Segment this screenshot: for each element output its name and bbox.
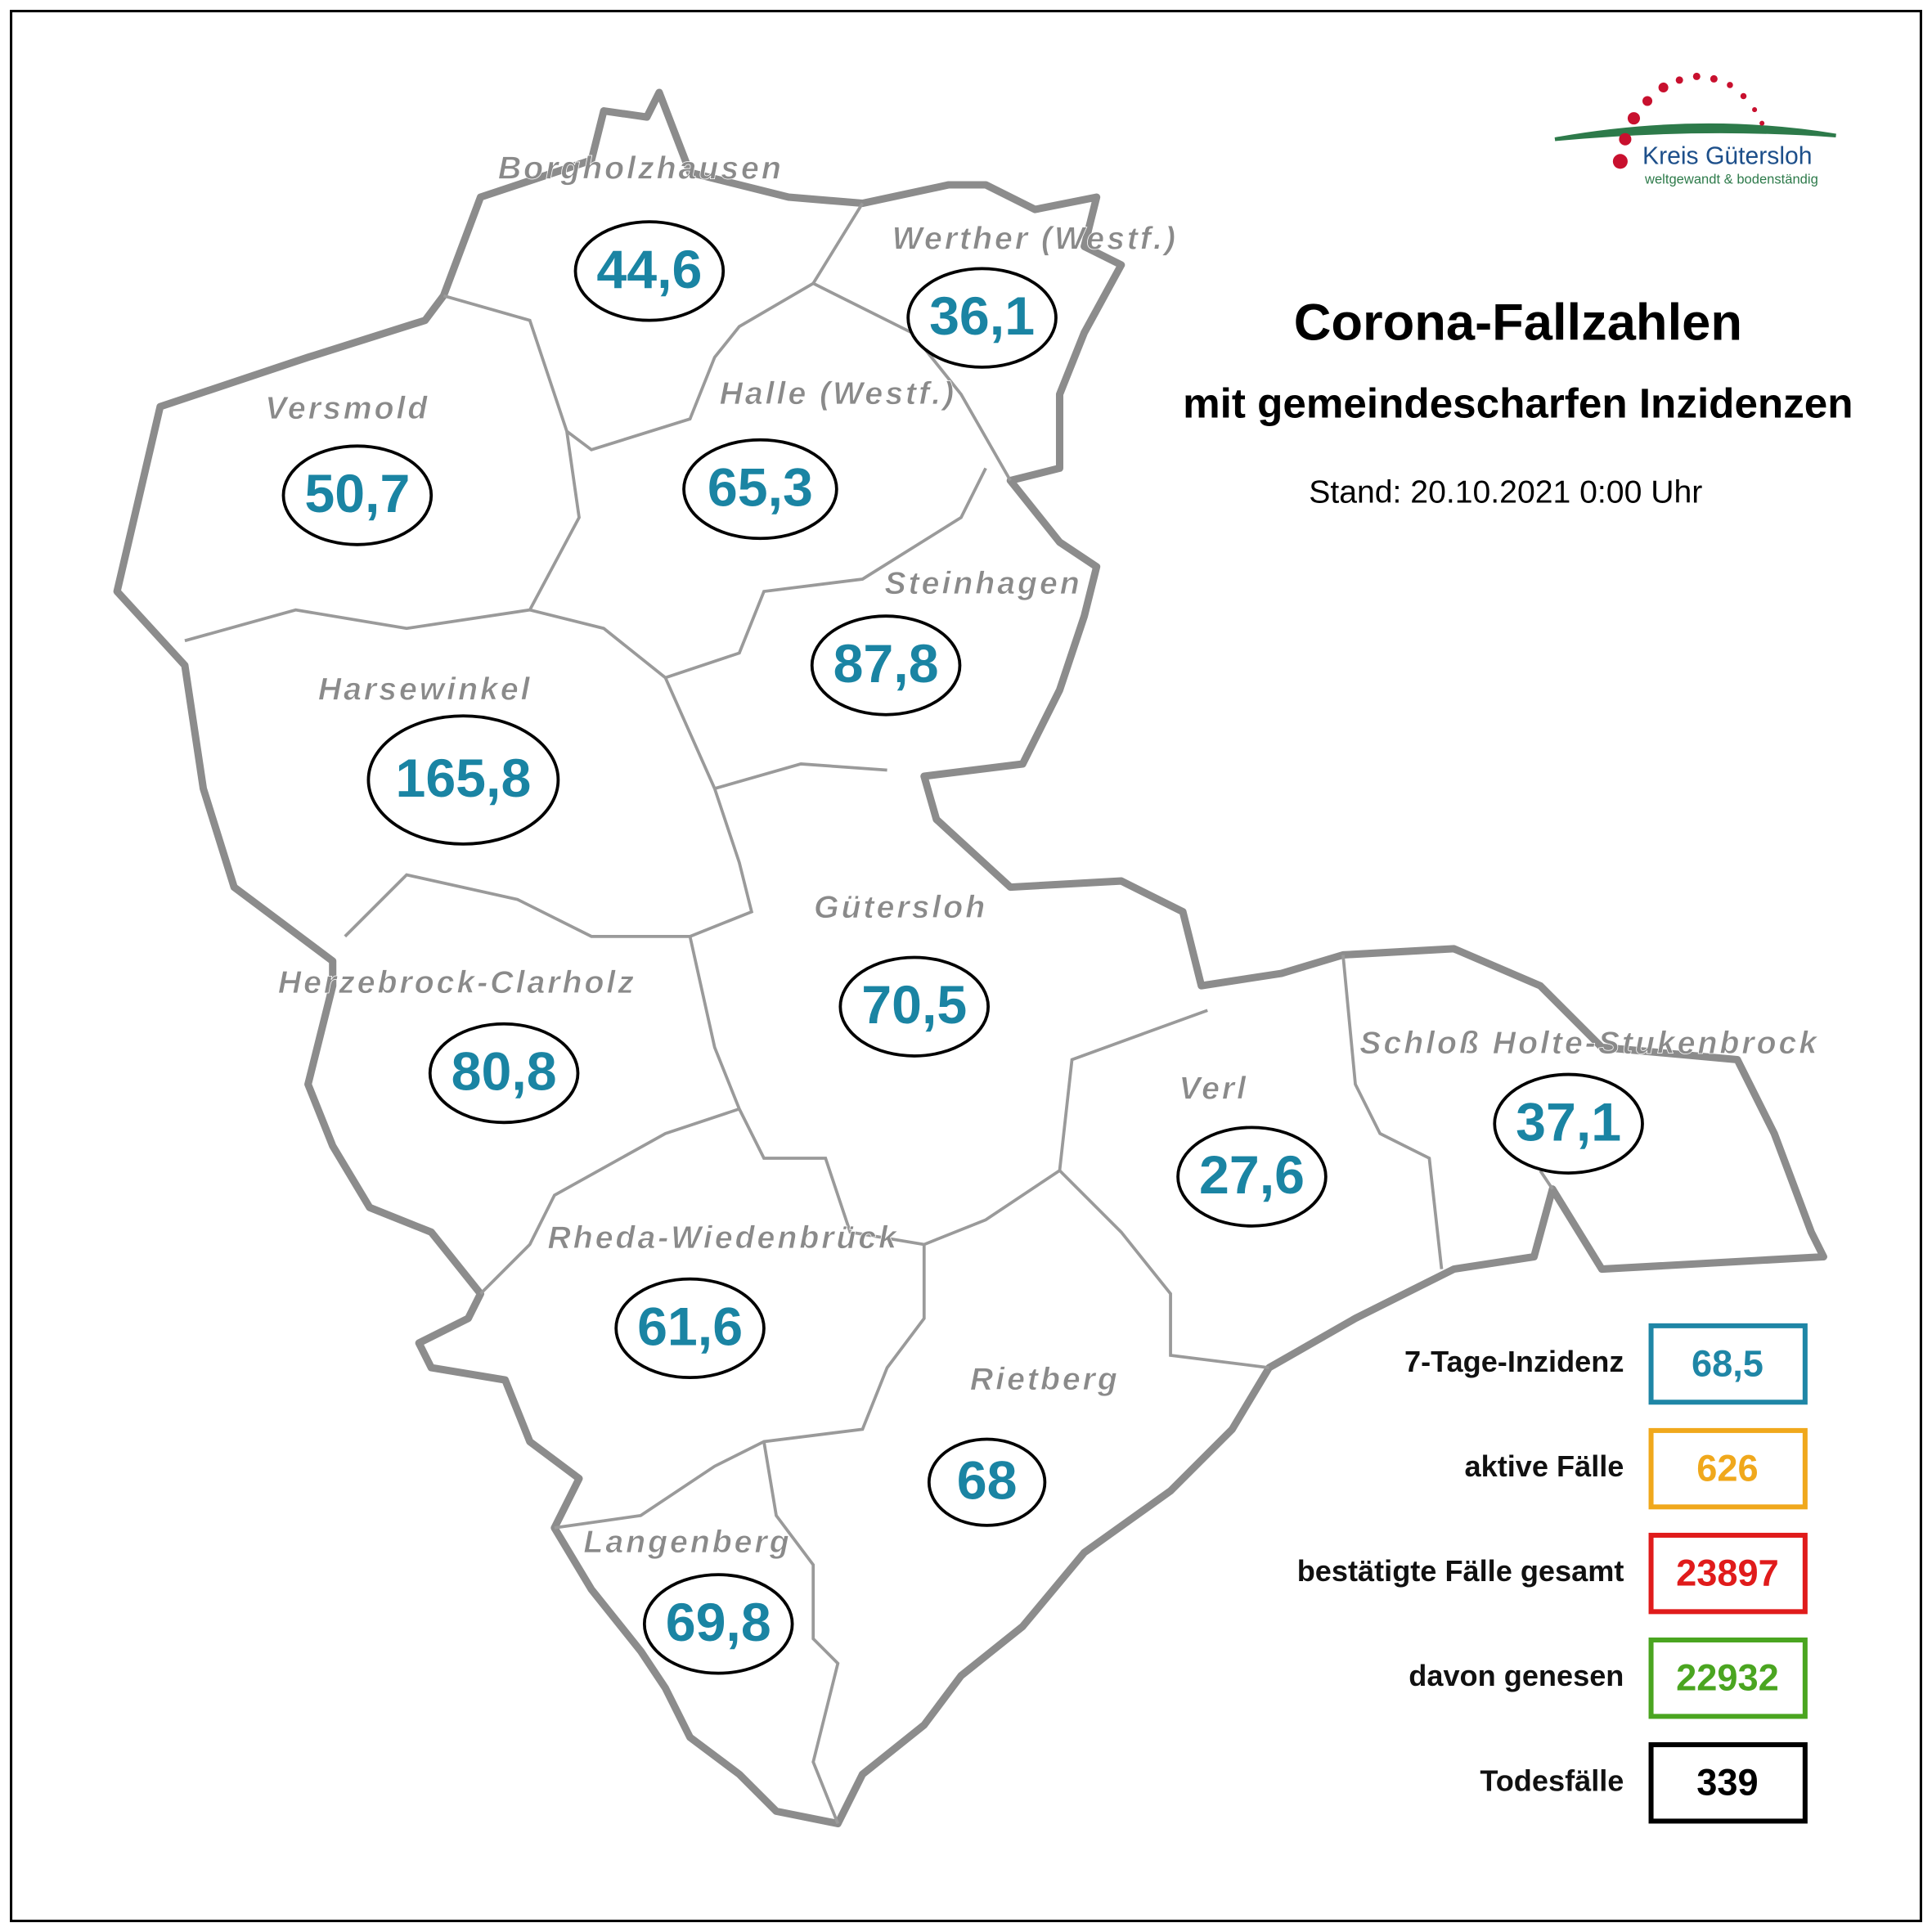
logo-slogan: weltgewandt & bodenständig	[1644, 171, 1818, 186]
incidence-value: 165,8	[395, 748, 531, 809]
municipality-name: Schloß Holte-Stukenbrock	[1359, 1026, 1819, 1061]
municipality-name: Versmold	[265, 391, 429, 426]
incidence-value: 36,1	[929, 286, 1035, 347]
summary-label: davon genesen	[1409, 1659, 1624, 1692]
municipality-name: Langenberg	[583, 1525, 791, 1560]
municipality-name: Halle (Westf.)	[720, 376, 956, 411]
value-ellipse	[614, 1277, 766, 1380]
incidence-value: 70,5	[861, 975, 967, 1036]
summary-box	[1648, 1637, 1808, 1719]
summary-value: 22932	[1676, 1657, 1779, 1699]
incidence-value: 50,7	[304, 464, 410, 524]
incidence-value: 65,3	[708, 458, 813, 519]
summary-box	[1648, 1427, 1808, 1510]
municipality-name: Harsewinkel	[318, 672, 532, 708]
municipality-name: Verl	[1179, 1072, 1248, 1107]
summary-value: 626	[1696, 1448, 1758, 1489]
summary-value: 339	[1696, 1762, 1758, 1804]
value-ellipse	[428, 1022, 580, 1125]
value-ellipse	[682, 438, 838, 541]
stand: Stand: 20.10.2021 0:00 Uhr	[1309, 475, 1702, 510]
summary-label: Todesfälle	[1480, 1764, 1624, 1797]
municipality-name: Rietberg	[970, 1362, 1120, 1397]
municipality-name: Rheda-Wiedenbrück	[548, 1220, 899, 1256]
value-ellipse	[366, 714, 560, 846]
value-ellipse	[642, 1573, 794, 1675]
municipality-name: Borgholzhausen	[498, 151, 784, 186]
incidence-value: 37,1	[1516, 1092, 1621, 1152]
summary-value: 68,5	[1692, 1343, 1764, 1385]
value-ellipse	[1176, 1126, 1328, 1228]
value-ellipse	[1493, 1072, 1644, 1175]
incidence-value: 27,6	[1199, 1145, 1305, 1206]
district-outline	[113, 88, 1827, 1827]
municipality-name: Steinhagen	[885, 566, 1082, 601]
incidence-value: 69,8	[666, 1593, 771, 1653]
summary-box	[1648, 1323, 1808, 1405]
incidence-value: 68	[957, 1451, 1018, 1512]
subtitle: mit gemeindescharfen Inzidenzen	[1183, 380, 1853, 427]
municipality-name: Herzebrock-Clarholz	[278, 965, 636, 1000]
summary-label: 7-Tage-Inzidenz	[1404, 1345, 1624, 1378]
incidence-value: 44,6	[596, 240, 702, 300]
summary-label: bestätigte Fälle gesamt	[1297, 1554, 1624, 1588]
title: Corona-Fallzahlen	[1294, 294, 1742, 352]
municipality-name: Werther (Westf.)	[892, 221, 1178, 256]
summary-value: 23897	[1676, 1552, 1779, 1594]
summary-label: aktive Fälle	[1465, 1449, 1624, 1483]
value-ellipse	[838, 955, 990, 1058]
value-ellipse	[927, 1437, 1047, 1527]
municipality-name: Gütersloh	[814, 890, 987, 925]
incidence-value: 61,6	[637, 1296, 743, 1357]
logo: Kreis Gütersloh weltgewandt & bodenständ…	[1554, 72, 1836, 186]
value-ellipse	[281, 444, 434, 546]
value-ellipse	[573, 220, 726, 322]
summary-box	[1648, 1532, 1808, 1615]
value-ellipse	[906, 267, 1058, 369]
summary-box	[1648, 1742, 1808, 1824]
value-ellipse	[810, 614, 962, 717]
municipal-borders	[184, 202, 1554, 1825]
incidence-value: 80,8	[452, 1042, 557, 1103]
logo-name: Kreis Gütersloh	[1642, 142, 1813, 169]
incidence-value: 87,8	[833, 634, 939, 694]
